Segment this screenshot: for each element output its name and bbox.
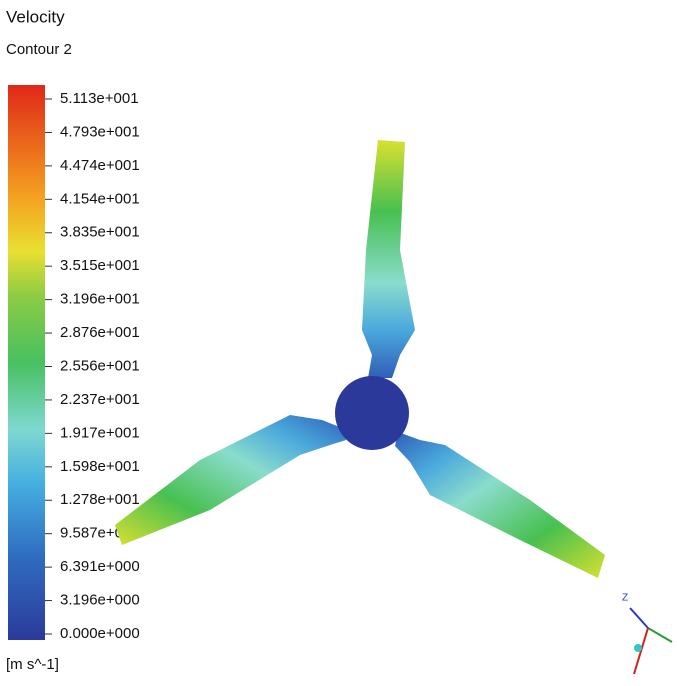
triad-sphere bbox=[634, 644, 642, 652]
legend-label: 2.237e+001 bbox=[60, 391, 140, 408]
z-axis bbox=[630, 608, 648, 628]
title: Velocity bbox=[6, 7, 65, 26]
legend-label: 3.196e+000 bbox=[60, 592, 140, 609]
legend-unit: [m s^-1] bbox=[6, 656, 59, 673]
legend-label: 4.474e+001 bbox=[60, 157, 140, 174]
subtitle: Contour 2 bbox=[6, 41, 72, 58]
page: Velocity Contour 2 5.113e+001 4.793e+001 4… bbox=[0, 0, 677, 686]
legend-label: 1.278e+001 bbox=[60, 491, 140, 508]
legend-label: 0.000e+000 bbox=[60, 625, 140, 642]
legend-label: 3.515e+001 bbox=[60, 257, 140, 274]
legend-label: 6.391e+000 bbox=[60, 558, 140, 575]
legend-labels: 5.113e+001 4.793e+001 4.474e+001 4.154e+001… bbox=[45, 90, 140, 642]
blade-left bbox=[115, 415, 346, 545]
hub bbox=[335, 376, 409, 450]
z-label: Z bbox=[622, 593, 628, 604]
legend-label: 2.556e+001 bbox=[60, 357, 140, 374]
contour-view: Velocity Contour 2 5.113e+001 4.793e+001 4… bbox=[0, 0, 677, 686]
legend-label: 4.154e+001 bbox=[60, 190, 140, 207]
legend-label: 1.917e+001 bbox=[60, 424, 140, 441]
blade-right bbox=[395, 432, 605, 578]
legend-label: 3.196e+001 bbox=[60, 291, 140, 308]
legend-label: 4.793e+001 bbox=[60, 123, 140, 140]
color-bar bbox=[8, 85, 45, 640]
legend-label: 5.113e+001 bbox=[60, 90, 139, 107]
legend-label: 3.835e+001 bbox=[60, 224, 140, 241]
legend-label: 2.876e+001 bbox=[60, 324, 140, 341]
blade-top bbox=[362, 140, 415, 378]
axis-triad: Z bbox=[622, 593, 672, 674]
legend-label: 1.598e+001 bbox=[60, 458, 140, 475]
y-axis bbox=[648, 628, 672, 642]
